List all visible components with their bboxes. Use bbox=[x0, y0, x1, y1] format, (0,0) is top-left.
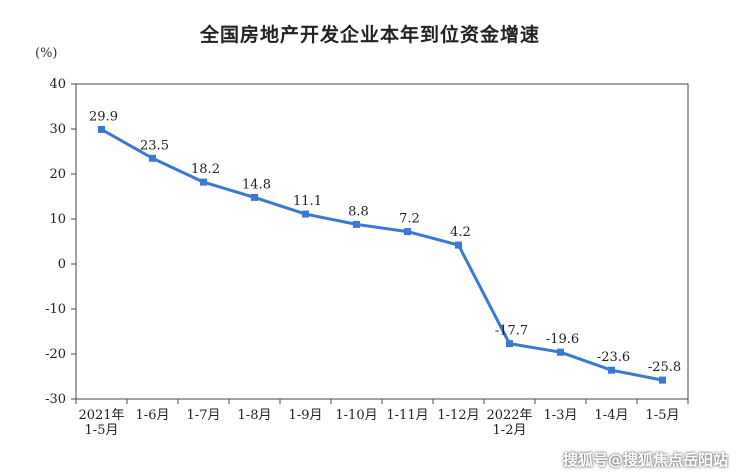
x-tick-label: 1-5月 bbox=[646, 408, 680, 423]
data-label: 14.8 bbox=[242, 177, 271, 192]
data-point bbox=[608, 366, 615, 374]
x-tick-label: 1-10月 bbox=[335, 408, 377, 423]
series-line bbox=[100, 128, 663, 382]
x-tick-label: 2022年 1-2月 bbox=[486, 408, 532, 438]
data-point bbox=[404, 228, 411, 236]
data-label: 23.5 bbox=[140, 138, 169, 153]
x-tick-label: 1-4月 bbox=[595, 408, 629, 423]
x-tick-label: 1-3月 bbox=[544, 408, 578, 423]
y-tick-label: 10 bbox=[49, 212, 66, 227]
x-tick-label: 1-7月 bbox=[187, 408, 221, 423]
data-point bbox=[557, 348, 564, 356]
data-point bbox=[506, 340, 513, 348]
data-point bbox=[455, 241, 462, 249]
x-tick-label: 1-6月 bbox=[136, 408, 170, 423]
y-tick-label: -20 bbox=[45, 347, 66, 362]
data-point bbox=[659, 376, 666, 384]
y-tick-label: -10 bbox=[45, 302, 66, 317]
x-tick-label: 2021年 1-5月 bbox=[78, 408, 124, 438]
data-point bbox=[149, 154, 156, 162]
x-tick-label: 1-9月 bbox=[289, 408, 323, 423]
y-tick-label: 0 bbox=[58, 257, 66, 272]
x-tick-label: 1-8月 bbox=[238, 408, 272, 423]
x-tick-label: 1-12月 bbox=[437, 408, 479, 423]
data-label: 7.2 bbox=[399, 212, 420, 227]
data-label: 18.2 bbox=[191, 162, 220, 177]
x-tick-label: 1-11月 bbox=[386, 408, 428, 423]
y-tick-label: 30 bbox=[49, 122, 66, 137]
chart-title: 全国房地产开发企业本年到位资金增速 bbox=[199, 24, 540, 46]
data-label: 8.8 bbox=[348, 204, 369, 219]
data-point bbox=[200, 178, 207, 186]
data-label: -23.6 bbox=[597, 350, 630, 365]
data-label: 4.2 bbox=[450, 225, 471, 240]
y-tick-label: -30 bbox=[45, 392, 66, 407]
data-label: -17.7 bbox=[495, 324, 528, 339]
data-label: -19.6 bbox=[546, 332, 579, 347]
data-point bbox=[251, 193, 258, 201]
y-tick-label: 20 bbox=[49, 167, 66, 182]
watermark: 搜狐号@搜狐焦点岳阳站 bbox=[562, 451, 728, 469]
data-label: 11.1 bbox=[293, 194, 322, 209]
data-label: -25.8 bbox=[648, 360, 681, 375]
data-label: 29.9 bbox=[89, 109, 118, 124]
data-point bbox=[302, 210, 309, 218]
y-tick-label: 40 bbox=[49, 77, 66, 92]
data-point bbox=[353, 220, 360, 228]
y-axis-unit: (%) bbox=[35, 46, 58, 61]
data-point bbox=[98, 125, 105, 133]
